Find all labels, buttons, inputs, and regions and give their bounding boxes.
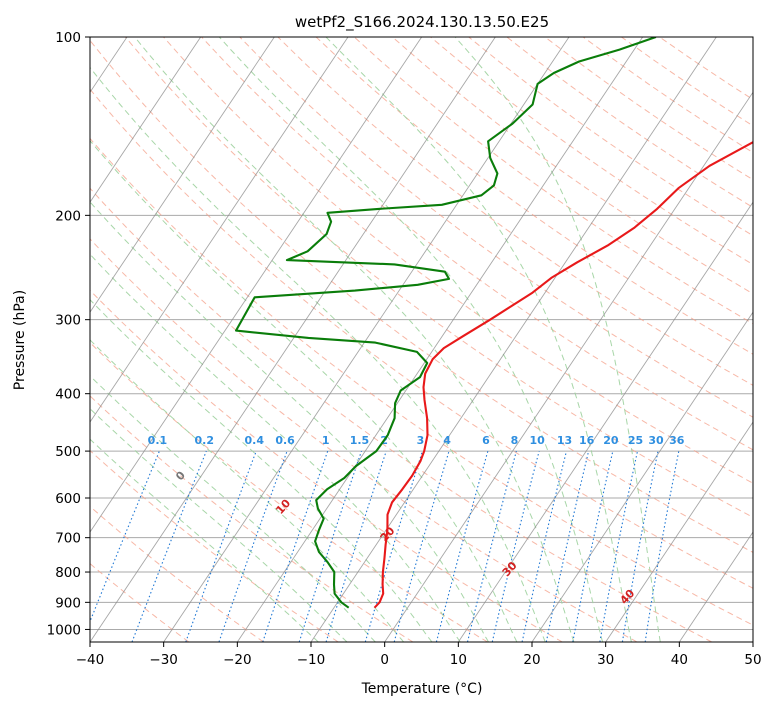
mixing-ratio-label: 36 (669, 434, 685, 447)
x-tick-label: 40 (671, 652, 688, 668)
mixing-ratio-label: 20 (603, 434, 619, 447)
dry-adiabat (392, 37, 775, 642)
x-tick-label: −20 (223, 652, 252, 668)
moist-adiabat (0, 37, 489, 642)
sounding-series (236, 37, 775, 608)
mixing-ratio-line (326, 451, 386, 642)
moist-adiabat (11, 37, 517, 642)
mixing-ratio-line (82, 451, 160, 642)
dry-adiabat (583, 37, 775, 642)
x-tick-label: 50 (744, 652, 761, 668)
moist-adiabat (0, 37, 347, 642)
moist-adiabat (67, 37, 546, 642)
dry-adiabat-label: 40 (617, 587, 637, 607)
isotherm-line (0, 37, 348, 642)
plot-area: 0.10.20.40.611.52346810131620253036-100-… (0, 37, 775, 642)
mixing-ratio-line (186, 451, 256, 642)
mixing-ratio-label: 0.6 (275, 434, 295, 447)
mixing-ratio-line (645, 451, 679, 642)
dry-adiabat (354, 37, 775, 642)
y-tick-label: 800 (55, 565, 81, 581)
mixing-ratio-line (600, 451, 638, 642)
dry-adiabat (660, 37, 775, 642)
y-tick-label: 600 (55, 491, 81, 507)
isotherm-line (0, 37, 274, 642)
isotherm-line (753, 37, 775, 642)
mixing-ratio-line (365, 451, 422, 642)
contour-labels: 0.10.20.40.611.52346810131620253036-100-… (0, 63, 685, 607)
mixing-ratio-label: 3 (417, 434, 425, 447)
mixing-ratio-label: 6 (482, 434, 490, 447)
moist-adiabat (0, 37, 432, 642)
x-tick-label: −10 (297, 652, 326, 668)
mixing-ratio-label: 25 (628, 434, 643, 447)
mixing-ratio-label: 8 (511, 434, 519, 447)
dry-adiabat (125, 37, 775, 642)
y-tick-label: 200 (55, 208, 81, 224)
dry-adiabat (0, 37, 562, 642)
dry-adiabat (0, 37, 413, 642)
y-tick-label: 100 (55, 30, 81, 46)
y-tick-label: 400 (55, 387, 81, 403)
chart-title: wetPf2_S166.2024.130.13.50.E25 (295, 13, 549, 32)
dry-adiabat (621, 37, 775, 642)
mixing-ratio-line (436, 451, 488, 642)
dry-adiabat (0, 37, 488, 642)
isotherm-line (237, 37, 642, 642)
isotherm-line (0, 37, 201, 642)
mixing-ratio-label: 1.5 (350, 434, 370, 447)
dry-adiabat (0, 37, 189, 642)
mixing-ratio-label: 16 (579, 434, 595, 447)
isotherm-line (532, 37, 775, 642)
isotherm-line (90, 37, 495, 642)
mixing-ratio-line (132, 451, 206, 642)
mixing-ratio-line (468, 451, 517, 642)
y-axis: 100 200 300 400 500 600 700 800 900 1000 (47, 30, 90, 638)
isobar-grid (90, 37, 753, 629)
x-tick-label: 10 (450, 652, 467, 668)
x-tick-label: 30 (597, 652, 614, 668)
x-tick-label: 0 (380, 652, 389, 668)
y-tick-label: 300 (55, 313, 81, 329)
mixing-ratio-lines (82, 451, 679, 642)
y-tick-label: 900 (55, 595, 81, 611)
mixing-ratio-label: 0.2 (195, 434, 215, 447)
mixing-ratio-line (219, 451, 287, 642)
dry-adiabats (0, 37, 775, 642)
y-tick-label: 700 (55, 531, 81, 547)
isotherm-grid (0, 37, 775, 642)
plot-frame (90, 37, 753, 642)
mixing-ratio-label: 0.4 (245, 434, 265, 447)
dry-adiabat-label: 10 (273, 496, 293, 516)
y-tick-label: 500 (55, 444, 81, 460)
mixing-ratio-label: 13 (557, 434, 572, 447)
mixing-ratio-label: 10 (529, 434, 545, 447)
x-axis: −40 −30 −20 −10 0 10 20 30 40 50 (76, 642, 762, 668)
x-axis-label: Temperature (°C) (361, 681, 483, 697)
dry-adiabat-label: 0 (173, 469, 188, 484)
dewpoint-profile (236, 37, 656, 608)
mixing-ratio-label: 0.1 (148, 434, 168, 447)
y-axis-label: Pressure (hPa) (12, 290, 28, 390)
x-tick-label: −40 (76, 652, 105, 668)
mixing-ratio-label: 1 (322, 434, 330, 447)
mixing-ratio-label: 4 (443, 434, 451, 447)
mixing-ratio-label: 30 (648, 434, 664, 447)
x-tick-label: −30 (149, 652, 178, 668)
moist-adiabat (0, 37, 318, 642)
isotherm-line (606, 37, 775, 642)
y-tick-label: 1000 (47, 622, 81, 638)
moist-adiabat (0, 37, 460, 642)
dry-adiabat (164, 37, 775, 642)
x-tick-label: 20 (523, 652, 540, 668)
dry-adiabat (431, 37, 775, 642)
